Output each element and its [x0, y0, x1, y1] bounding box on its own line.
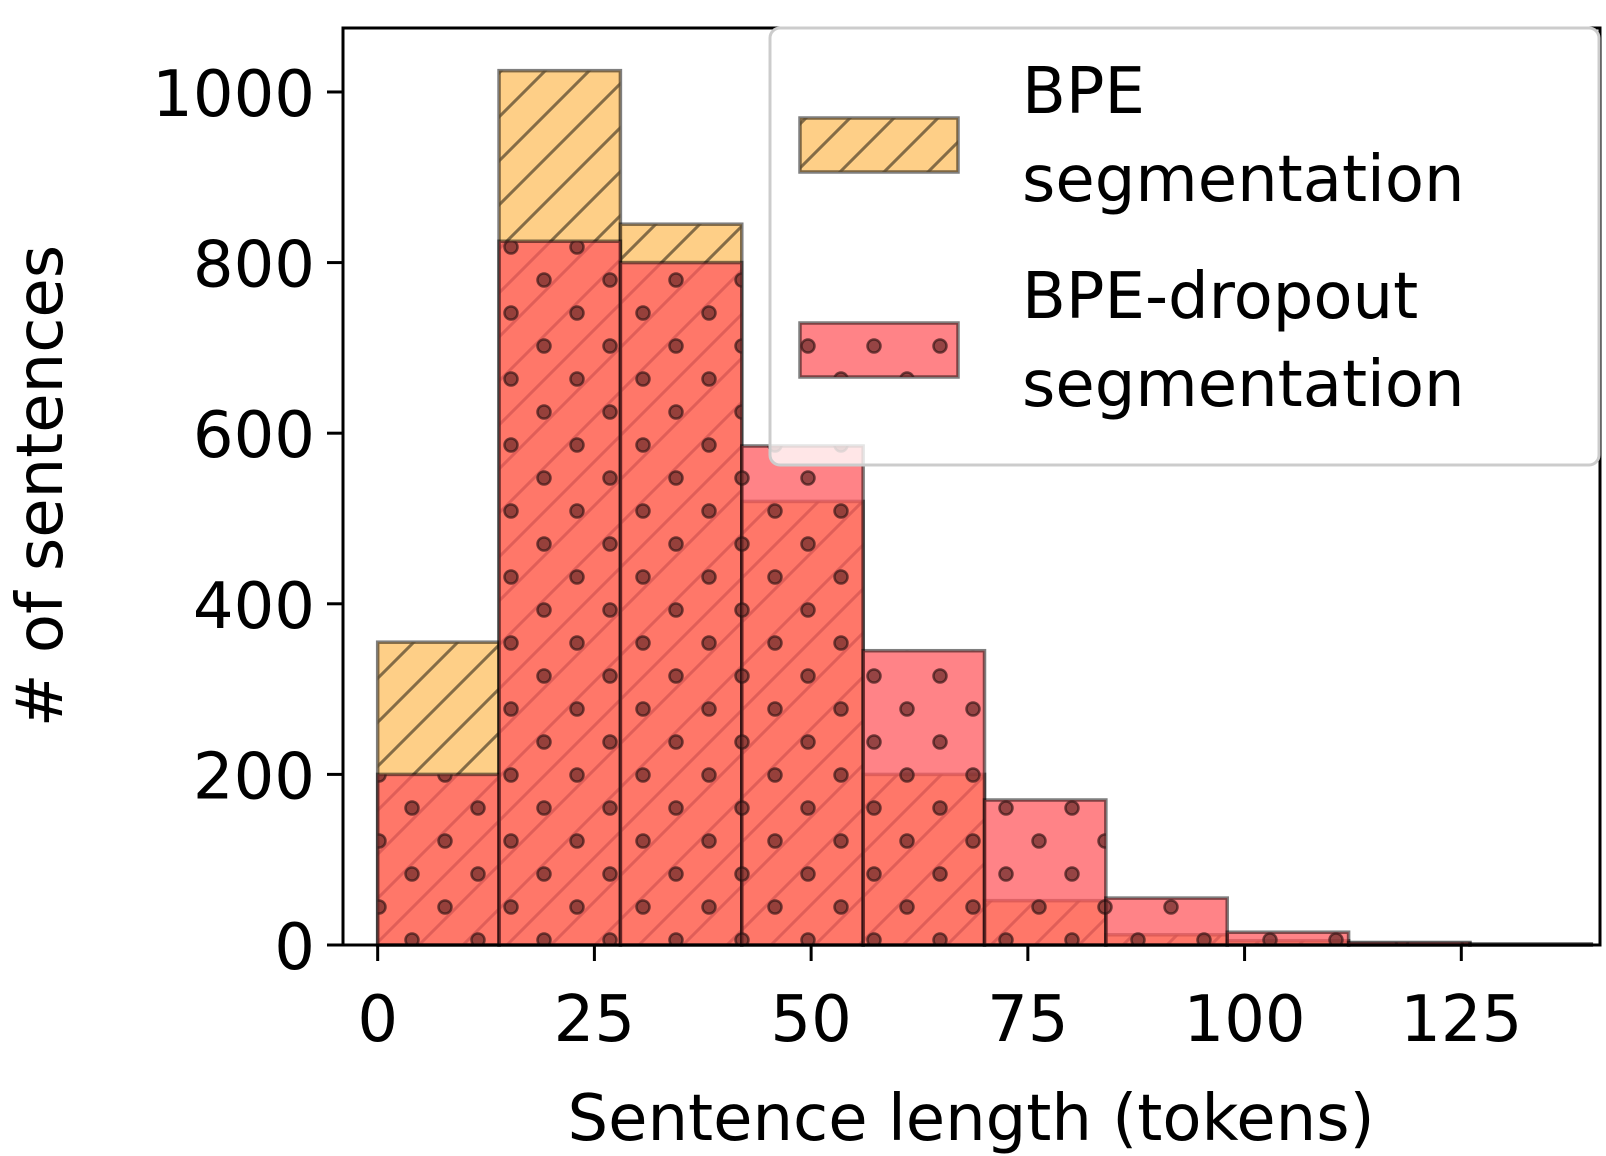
- legend-label-2-line-1: BPE-dropout: [1022, 260, 1418, 334]
- axes-layer: 0 25 50 75 100 125 0 200 400 600 800 1000: [152, 58, 1522, 1057]
- bar-hatch-series-2-bin-7: [1105, 898, 1228, 945]
- legend-entry-2: BPE-dropout segmentation: [798, 260, 1465, 422]
- bars-layer: [375, 68, 1594, 947]
- x-tick-label: 125: [1400, 983, 1522, 1057]
- y-tick-label: 400: [193, 570, 315, 644]
- bar-hatch-series-2-bin-1: [377, 774, 500, 945]
- legend-swatch-hatch-2: [800, 323, 958, 377]
- bar-hatch-series-2-bin-2: [499, 241, 621, 946]
- bar-hatch-series-2-bin-5: [863, 650, 985, 945]
- bar-hatch-series-2-bin-4: [741, 445, 864, 945]
- legend-label-1-line-2: segmentation: [1022, 143, 1465, 217]
- y-tick-label: 1000: [152, 58, 315, 132]
- legend-label-1-line-1: BPE: [1022, 55, 1145, 129]
- x-tick-label: 100: [1183, 983, 1305, 1057]
- x-tick-label: 50: [770, 983, 851, 1057]
- bar-hatch-series-2-bin-8: [1227, 932, 1349, 945]
- y-tick-label: 0: [274, 911, 315, 985]
- x-tick-label: 25: [554, 983, 635, 1057]
- series-2: [375, 239, 1594, 947]
- y-tick-label: 800: [193, 229, 315, 303]
- x-tick-label: 0: [357, 983, 398, 1057]
- legend-entry-1: BPE segmentation: [798, 55, 1465, 217]
- y-tick-label: 200: [193, 740, 315, 814]
- y-axis-title: # of sentences: [4, 245, 78, 727]
- bar-hatch-series-2-bin-3: [620, 262, 742, 945]
- legend-label-2-line-2: segmentation: [1022, 348, 1465, 422]
- legend: BPE segmentation BPE-dropout segmentation: [768, 26, 1601, 467]
- legend-box: [768, 26, 1601, 467]
- x-axis-title: Sentence length (tokens): [567, 1082, 1374, 1156]
- y-tick-label: 600: [193, 399, 315, 473]
- bar-hatch-series-2-bin-6: [984, 799, 1106, 945]
- legend-swatch-hatch-1: [800, 118, 958, 172]
- x-tick-label: 75: [987, 983, 1068, 1057]
